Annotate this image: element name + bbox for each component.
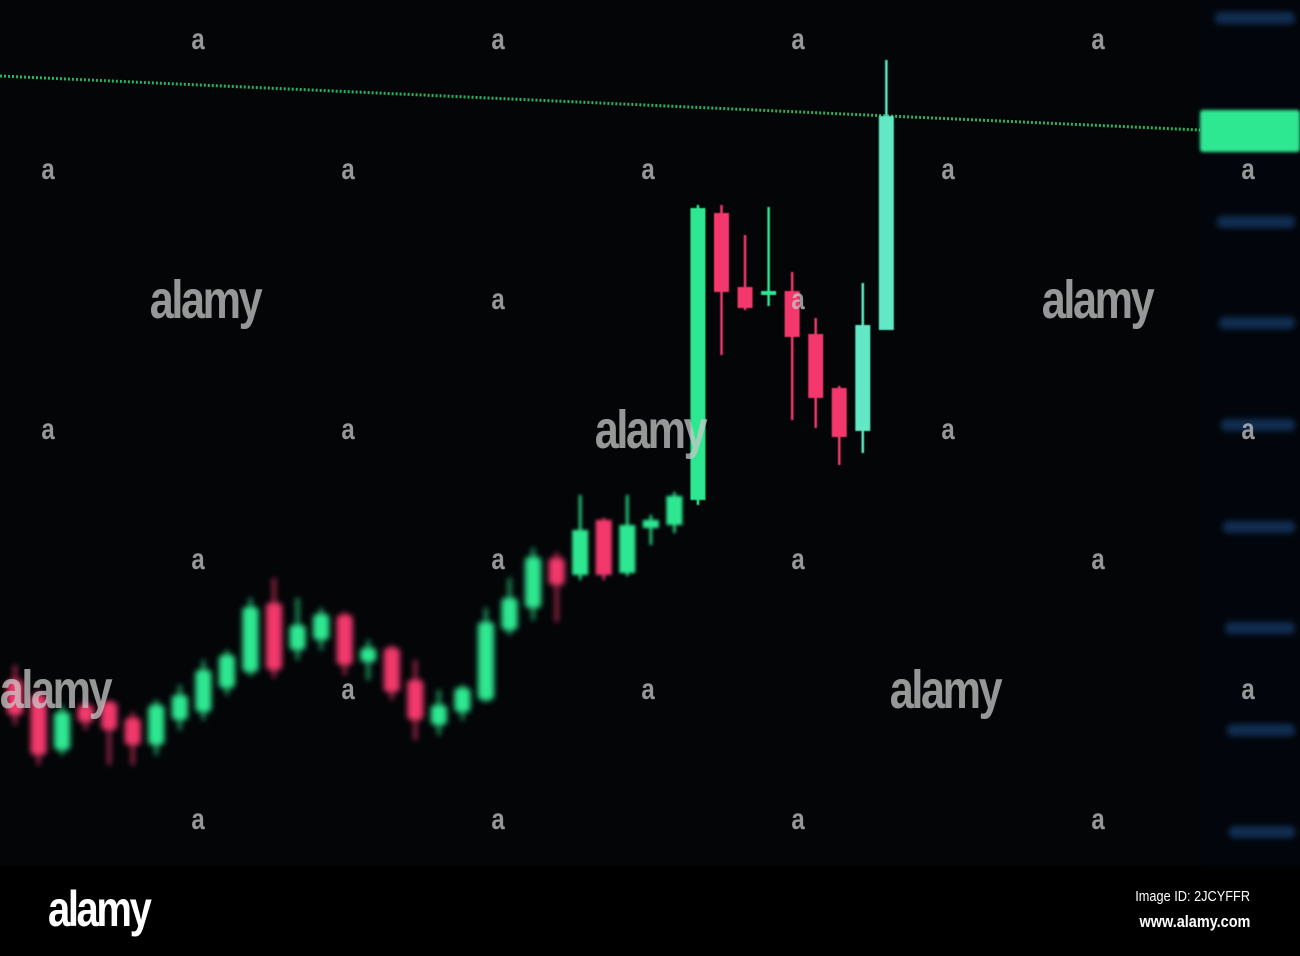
axis-tick-label-blurred [1217, 216, 1295, 228]
candle-body [619, 525, 636, 573]
candle-body [572, 530, 589, 575]
candle-body [148, 705, 165, 745]
candle [30, 690, 47, 765]
alamy-logo: alamy [48, 881, 152, 937]
candle-body [383, 648, 400, 692]
candle [454, 685, 471, 720]
candle-body [548, 558, 565, 585]
candle-body [124, 718, 141, 745]
candle [737, 235, 753, 310]
image-id: Image ID: 2JCYFFR [1135, 888, 1250, 905]
candle [266, 578, 283, 678]
candle [77, 700, 94, 730]
candle [525, 548, 542, 620]
candle-body [642, 520, 659, 528]
candle [478, 608, 494, 702]
axis-tick-label-blurred [1225, 622, 1295, 634]
candle-body [407, 680, 424, 720]
candle-body [360, 648, 377, 662]
candle [383, 645, 400, 700]
candle [666, 492, 683, 533]
candle [595, 518, 612, 580]
candle [430, 690, 447, 735]
candle-body [195, 670, 212, 712]
candle-body [666, 496, 683, 525]
candle [831, 386, 847, 465]
candle-body [336, 615, 353, 665]
candle-body [808, 334, 824, 398]
candle-body [501, 598, 518, 630]
candle-body [313, 614, 330, 640]
candle-body [242, 607, 259, 672]
candles [7, 60, 894, 765]
candle [407, 660, 424, 740]
candle-body [30, 695, 47, 755]
candle [619, 495, 636, 576]
candle-body [761, 291, 777, 295]
site-url: www.alamy.com [1139, 912, 1250, 931]
footer-bar: alamy Image ID: 2JCYFFR www.alamy.com [0, 866, 1300, 956]
current-price-tag [1200, 110, 1300, 152]
candle [313, 608, 330, 650]
axis-tick-label-blurred [1223, 521, 1295, 533]
candle [101, 700, 118, 765]
axis-tick-label-blurred [1229, 826, 1295, 838]
candle-body [77, 705, 94, 722]
candle-body [171, 695, 188, 720]
candle [336, 612, 353, 675]
candle-body [595, 520, 612, 575]
candle-body [855, 325, 871, 431]
candle [360, 640, 377, 680]
candle [171, 685, 188, 730]
candle [148, 700, 165, 755]
candle-body [430, 705, 447, 725]
candle [501, 578, 518, 635]
candle-body [218, 655, 235, 688]
candle-body [54, 712, 71, 750]
candle-body [525, 557, 542, 608]
axis-tick-label-blurred [1221, 419, 1295, 431]
candle-body [101, 702, 118, 730]
current-price-line [0, 74, 1201, 132]
candle [642, 515, 659, 545]
candle [242, 598, 259, 676]
candle-body [737, 287, 753, 308]
candle [855, 283, 871, 453]
candle [784, 272, 800, 420]
candle [7, 665, 23, 725]
candle [761, 207, 777, 306]
candle [690, 205, 706, 505]
candle [54, 705, 71, 755]
candlestick-chart [0, 12, 1300, 838]
candle [218, 650, 235, 695]
candle-body [714, 213, 729, 292]
axis-tick-label-blurred [1219, 317, 1295, 329]
candle [124, 712, 141, 765]
candle-body [289, 625, 306, 650]
candle [714, 205, 729, 355]
candle-body [878, 116, 894, 330]
candle [195, 660, 212, 720]
candle-body [831, 388, 847, 437]
candle [548, 552, 565, 622]
candle [289, 598, 306, 660]
axis-tick-label-blurred [1215, 12, 1295, 24]
candle [878, 60, 894, 330]
candle-body [784, 291, 800, 337]
candle-body [690, 208, 706, 500]
candle-body [454, 688, 471, 712]
candle [808, 318, 824, 428]
candle-body [478, 622, 494, 700]
axis-tick-label-blurred [1227, 724, 1295, 736]
candle [572, 495, 589, 580]
candle-body [7, 680, 23, 715]
candle-body [266, 603, 283, 670]
